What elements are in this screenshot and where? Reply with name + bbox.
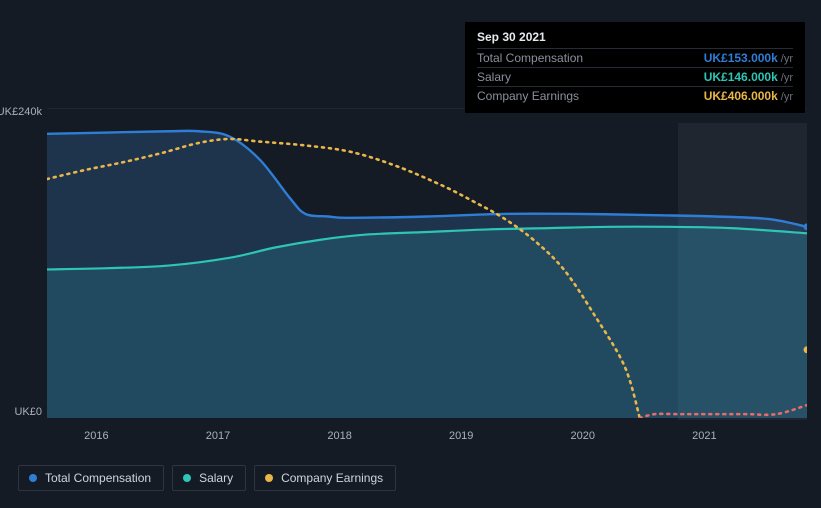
x-axis-label: 2017	[206, 430, 230, 442]
tooltip-row: Company EarningsUK£406.000k/yr	[477, 86, 793, 105]
legend-dot-icon	[183, 474, 191, 482]
legend-dot-icon	[29, 474, 37, 482]
legend-label: Company Earnings	[281, 471, 383, 485]
chart-plot-area[interactable]	[47, 108, 807, 418]
x-axis-label: 2016	[84, 430, 108, 442]
tooltip-row-label: Company Earnings	[477, 89, 704, 103]
legend-label: Total Compensation	[45, 471, 151, 485]
y-axis-label-min: UK£0	[14, 406, 42, 418]
tooltip-row-value: UK£146.000k	[704, 70, 778, 84]
legend-dot-icon	[265, 474, 273, 482]
tooltip-row-value: UK£153.000k	[704, 51, 778, 65]
tooltip-row-unit: /yr	[781, 91, 793, 103]
tooltip-row-unit: /yr	[781, 72, 793, 84]
tooltip-row: Total CompensationUK£153.000k/yr	[477, 48, 793, 67]
chart-tooltip: Sep 30 2021 Total CompensationUK£153.000…	[465, 22, 805, 113]
x-axis-label: 2018	[327, 430, 351, 442]
tooltip-row: SalaryUK£146.000k/yr	[477, 67, 793, 86]
tooltip-row-value: UK£406.000k	[704, 89, 778, 103]
tooltip-date: Sep 30 2021	[477, 28, 793, 48]
tooltip-row-unit: /yr	[781, 53, 793, 65]
legend-label: Salary	[199, 471, 233, 485]
x-axis-labels: 2016 2017 2018 2019 2020 2021	[47, 430, 807, 446]
total-comp-area	[47, 131, 807, 418]
x-axis-label: 2019	[449, 430, 473, 442]
tooltip-row-label: Total Compensation	[477, 51, 704, 65]
chart-container: UK£240k UK£0 2016 2017 2018 2019 2020 2021 Se…	[0, 0, 821, 508]
legend-item[interactable]: Total Compensation	[18, 465, 164, 491]
chart-legend: Total Compensation Salary Company Earnings	[18, 465, 396, 491]
legend-item[interactable]: Salary	[172, 465, 246, 491]
x-axis-label: 2021	[692, 430, 716, 442]
y-axis-label-max: UK£240k	[0, 106, 42, 118]
tooltip-row-label: Salary	[477, 70, 704, 84]
x-axis-label: 2020	[571, 430, 595, 442]
chart-svg	[47, 108, 807, 418]
legend-item[interactable]: Company Earnings	[254, 465, 396, 491]
